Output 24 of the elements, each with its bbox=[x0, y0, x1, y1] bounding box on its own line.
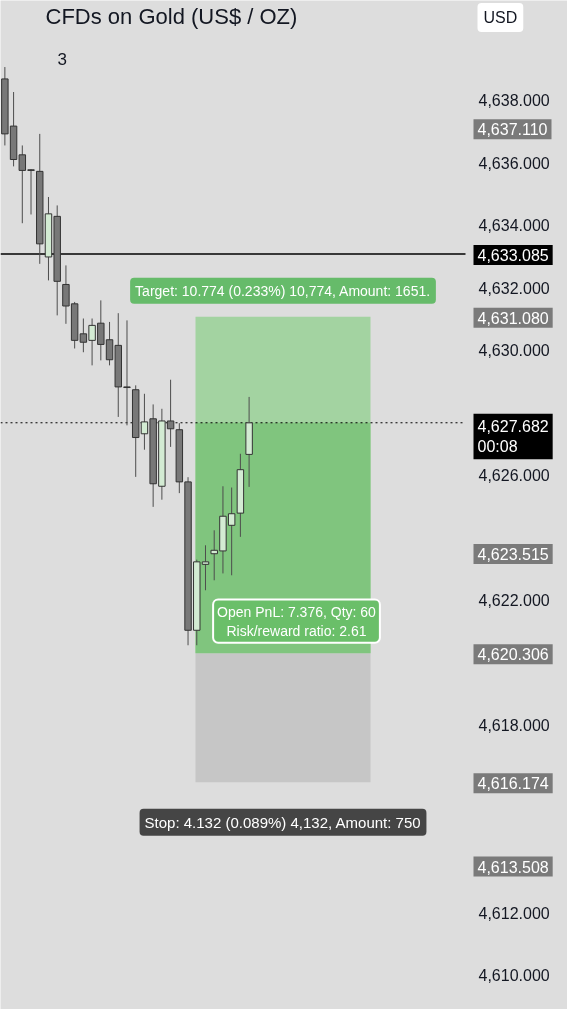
y-tick-label: 4,632.000 bbox=[478, 279, 550, 297]
y-tick-label: 4,626.000 bbox=[478, 467, 550, 485]
annotation: 4,637.110 bbox=[477, 121, 548, 139]
y-axis-title: USD bbox=[483, 9, 518, 26]
y-tick-label: 4,618.000 bbox=[478, 717, 550, 735]
annotation: 4,613.508 bbox=[477, 858, 549, 876]
band-label: Stop: 4.132 (0.089%) 4,132, Amount: 750 bbox=[144, 813, 421, 831]
band-label: Target: 10.774 (0.233%) 10,774, Amount: 1651. bbox=[135, 282, 431, 299]
y-tick-label: 4,630.000 bbox=[478, 342, 550, 360]
y-tick-label: 4,636.000 bbox=[478, 154, 550, 172]
y-tick-label: 4,612.000 bbox=[478, 904, 550, 922]
ref-line-label: 4,627.682 00:08 bbox=[477, 417, 549, 456]
annotation: 4,631.080 bbox=[477, 309, 549, 327]
annotation: 4,616.174 bbox=[477, 775, 549, 793]
annotation: Open PnL: 7.376, Qty: 60 Risk/reward ratio: 2.61 bbox=[217, 603, 377, 639]
y-tick-label: 4,622.000 bbox=[478, 592, 550, 610]
y-tick-label: 4,634.000 bbox=[478, 217, 550, 235]
annotation: 4,623.515 bbox=[477, 545, 549, 563]
text: 3 bbox=[57, 49, 67, 69]
y-tick-label: 4,610.000 bbox=[478, 967, 550, 985]
chart-title: CFDs on Gold (US$ / OZ) bbox=[45, 4, 298, 29]
y-tick-label: 4,638.000 bbox=[478, 92, 550, 110]
ref-line-label: 4,633.085 bbox=[477, 247, 549, 264]
annotation: 4,620.306 bbox=[477, 646, 549, 664]
